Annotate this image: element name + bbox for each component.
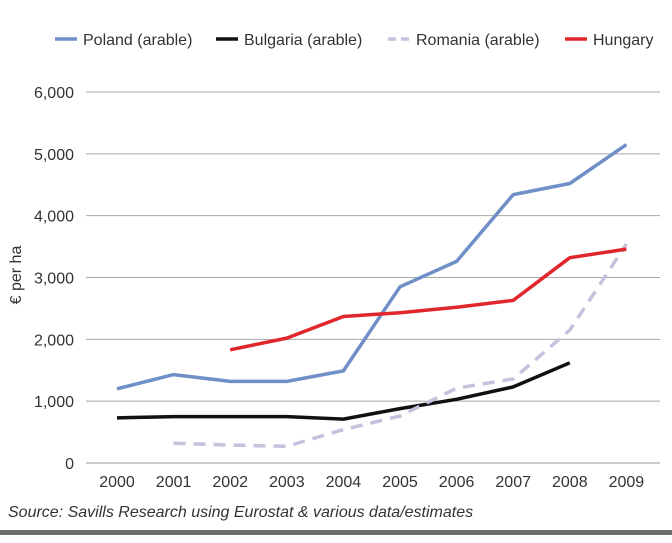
y-axis-tick-labels: 0 1,000 2,000 3,000 4,000 5,000 6,000 — [34, 85, 74, 473]
series-line-4 — [229, 247, 627, 352]
x-tick-label: 2008 — [552, 474, 588, 491]
x-tick-label: 2006 — [439, 474, 475, 491]
series-line-1 — [116, 143, 628, 391]
gridlines — [86, 91, 660, 464]
legend-label: Romania (arable) — [416, 32, 540, 49]
x-tick-label: 2000 — [99, 474, 135, 491]
x-tick-label: 2002 — [212, 474, 248, 491]
y-tick-label: 3,000 — [34, 271, 74, 288]
x-tick-label: 2001 — [156, 474, 192, 491]
series-line-2 — [116, 361, 571, 421]
legend-label: Hungary — [593, 32, 653, 49]
legend-label: Bulgaria (arable) — [244, 32, 362, 49]
source-note: Source: Savills Research using Eurostat … — [8, 504, 474, 521]
x-tick-label: 2009 — [609, 474, 645, 491]
x-axis-tick-labels: 2000 2001 2002 2003 2004 2005 2006 2007 2008 2009 — [99, 474, 644, 491]
y-axis-label: € per ha — [8, 246, 25, 305]
y-tick-label: 4,000 — [34, 209, 74, 226]
y-tick-label: 5,000 — [34, 147, 74, 164]
x-tick-label: 2003 — [269, 474, 305, 491]
x-tick-label: 2007 — [495, 474, 531, 491]
y-tick-label: 6,000 — [34, 85, 74, 102]
y-tick-label: 1,000 — [34, 394, 74, 411]
y-tick-label: 0 — [65, 456, 74, 473]
series-lines — [116, 143, 628, 449]
legend-label: Poland (arable) — [83, 32, 192, 49]
x-tick-label: 2005 — [382, 474, 418, 491]
bottom-rule — [0, 530, 672, 535]
x-tick-label: 2004 — [326, 474, 362, 491]
y-tick-label: 2,000 — [34, 332, 74, 349]
series-line-3 — [173, 243, 628, 449]
legend: Poland (arable) Bulgaria (arable) Romania … — [55, 32, 653, 49]
